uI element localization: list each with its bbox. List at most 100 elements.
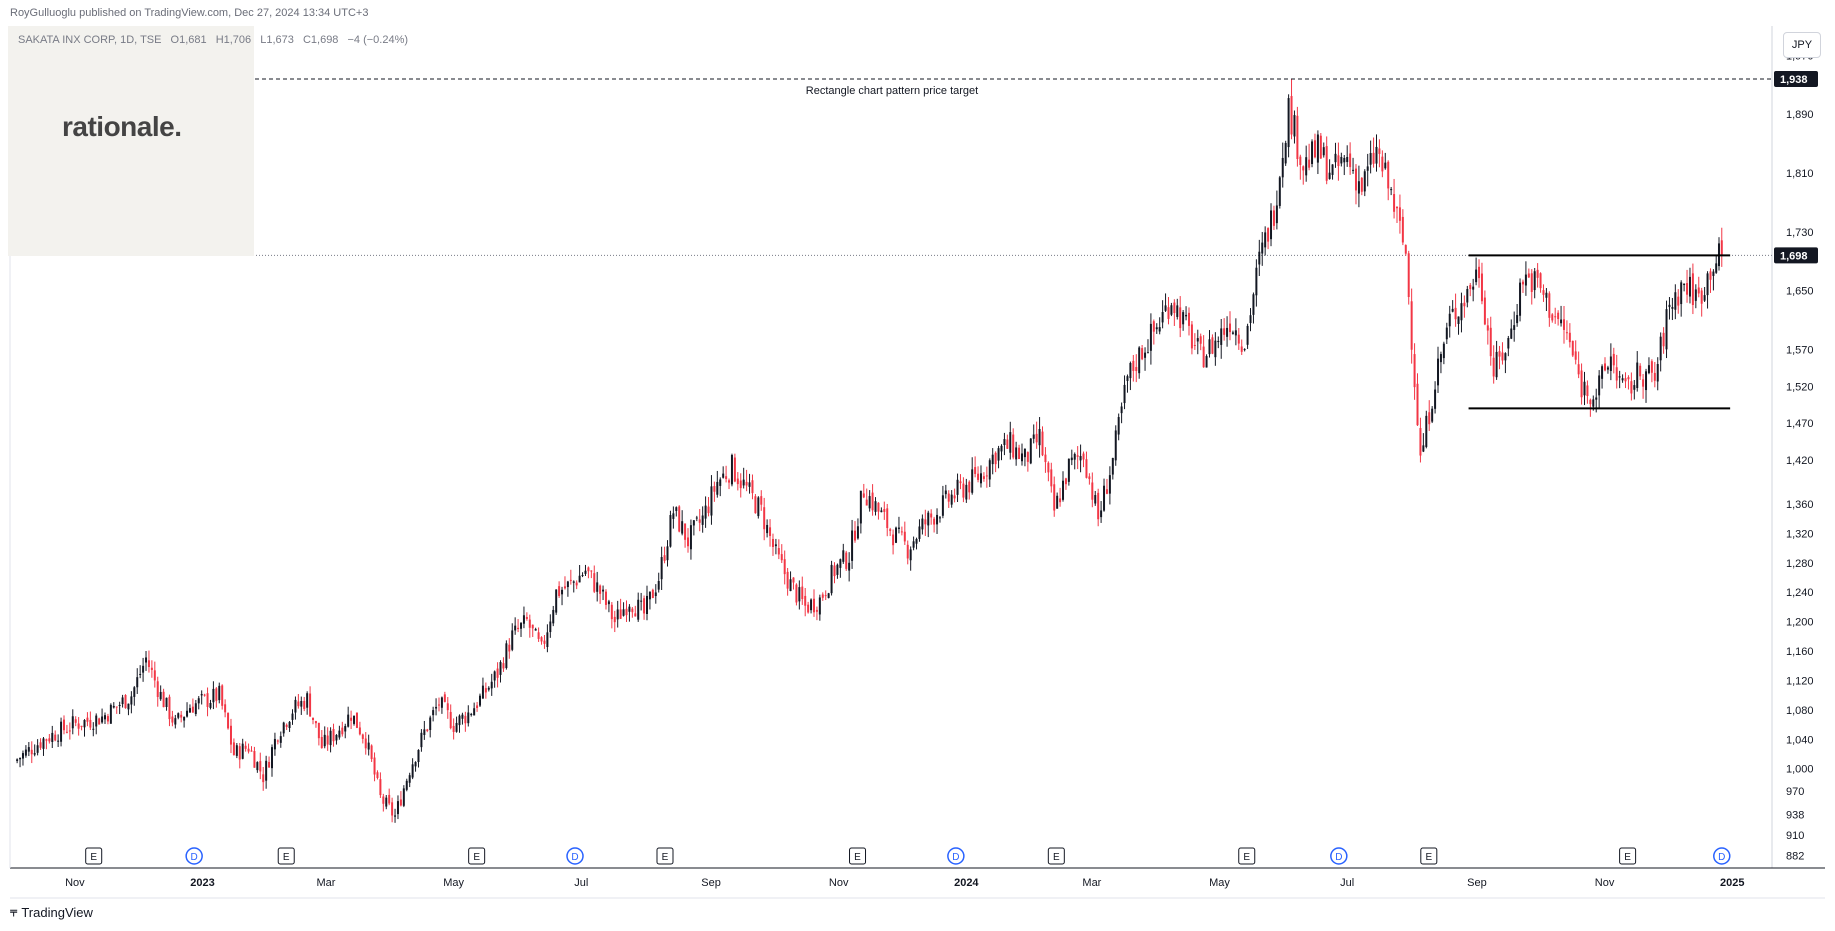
candle-body bbox=[1325, 146, 1328, 181]
candle bbox=[669, 510, 672, 548]
candle-body bbox=[897, 527, 900, 529]
candle bbox=[74, 716, 77, 727]
candle-body bbox=[1103, 485, 1106, 511]
candle-body bbox=[1647, 365, 1650, 374]
candle bbox=[1267, 227, 1270, 250]
y-tick-label: 1,730 bbox=[1786, 227, 1814, 239]
candle bbox=[640, 592, 643, 611]
publisher-name: RoyGulluoglu published on TradingView.co… bbox=[10, 7, 232, 19]
candle bbox=[912, 536, 915, 551]
candle bbox=[229, 718, 232, 754]
candle bbox=[528, 614, 531, 638]
candle-body bbox=[1671, 307, 1674, 309]
candle-body bbox=[30, 749, 33, 755]
candle-body bbox=[467, 712, 470, 724]
candle-body bbox=[423, 729, 426, 735]
candle bbox=[733, 453, 736, 483]
candle bbox=[1554, 307, 1557, 324]
candle-body bbox=[977, 473, 980, 480]
candle-body bbox=[733, 457, 736, 482]
x-tick-label: Nov bbox=[1595, 877, 1615, 889]
candle-body bbox=[704, 505, 707, 519]
candle-body bbox=[1044, 454, 1047, 463]
candle-body bbox=[1278, 177, 1281, 206]
candle-body bbox=[1393, 194, 1396, 212]
candle-body bbox=[1398, 207, 1401, 221]
candle bbox=[845, 550, 848, 571]
candle bbox=[941, 485, 944, 519]
candle-body bbox=[42, 738, 45, 749]
candle-body bbox=[353, 715, 356, 724]
candle-body bbox=[156, 681, 159, 697]
candle bbox=[751, 474, 754, 500]
candle bbox=[1360, 177, 1363, 196]
candle-body bbox=[1343, 157, 1346, 163]
candle-body bbox=[1123, 384, 1126, 404]
candle bbox=[1117, 413, 1120, 441]
candle-body bbox=[1480, 273, 1483, 302]
candle-body bbox=[1006, 439, 1009, 449]
candle bbox=[1457, 316, 1460, 335]
candle bbox=[900, 526, 903, 536]
candle bbox=[1316, 130, 1319, 175]
candle-body bbox=[150, 667, 153, 670]
currency-button[interactable]: JPY bbox=[1783, 32, 1821, 58]
candle-body bbox=[1577, 364, 1580, 375]
candle bbox=[918, 519, 921, 542]
candle-body bbox=[1094, 495, 1097, 504]
candle-body bbox=[763, 507, 766, 530]
candle bbox=[68, 722, 71, 740]
candle bbox=[1293, 110, 1296, 144]
candle-body bbox=[1261, 242, 1264, 254]
symbol-name: SAKATA INX CORP, 1D, TSE bbox=[18, 34, 162, 46]
candle-body bbox=[1023, 448, 1026, 458]
candle-body bbox=[1208, 339, 1211, 355]
candle-body bbox=[780, 554, 783, 561]
candle-body bbox=[645, 595, 648, 615]
candle bbox=[619, 598, 622, 619]
candle bbox=[563, 576, 566, 590]
dividend-event-icon: D bbox=[566, 847, 584, 865]
candle bbox=[1624, 372, 1627, 389]
candle-body bbox=[1149, 323, 1152, 351]
candle bbox=[1284, 140, 1287, 166]
candle bbox=[1495, 340, 1498, 380]
candle-body bbox=[1630, 381, 1633, 394]
candle bbox=[1486, 318, 1489, 345]
candle-body bbox=[326, 735, 329, 745]
candle-body bbox=[1439, 354, 1442, 363]
candle-body bbox=[921, 518, 924, 530]
candle-body bbox=[361, 734, 364, 739]
candle-body bbox=[1176, 305, 1179, 317]
candle bbox=[613, 610, 616, 633]
y-tick-label: 1,000 bbox=[1786, 764, 1814, 776]
candle bbox=[1475, 257, 1478, 286]
candle bbox=[1179, 296, 1182, 338]
candle bbox=[537, 627, 540, 642]
candle bbox=[1135, 354, 1138, 383]
candle-body bbox=[684, 523, 687, 540]
candle-body bbox=[1018, 447, 1021, 459]
candle bbox=[212, 681, 215, 710]
candle-body bbox=[845, 552, 848, 569]
candle-body bbox=[62, 719, 65, 731]
candle bbox=[930, 509, 933, 525]
candle-body bbox=[1445, 327, 1448, 340]
candle bbox=[657, 572, 660, 593]
candle bbox=[1047, 461, 1050, 482]
candle bbox=[476, 701, 479, 712]
candle bbox=[1662, 327, 1665, 354]
candle bbox=[1032, 424, 1035, 444]
dividend-badge-letter: D bbox=[1335, 852, 1342, 863]
candle-body bbox=[900, 531, 903, 533]
candle-body bbox=[139, 673, 142, 675]
candle bbox=[654, 584, 657, 604]
candle-body bbox=[1404, 245, 1407, 254]
candle-body bbox=[57, 740, 60, 742]
candle bbox=[1404, 244, 1407, 256]
candle bbox=[1249, 308, 1252, 332]
candle-body bbox=[1097, 492, 1100, 520]
candle-body bbox=[511, 630, 514, 650]
dividend-badge-letter: D bbox=[571, 852, 578, 863]
